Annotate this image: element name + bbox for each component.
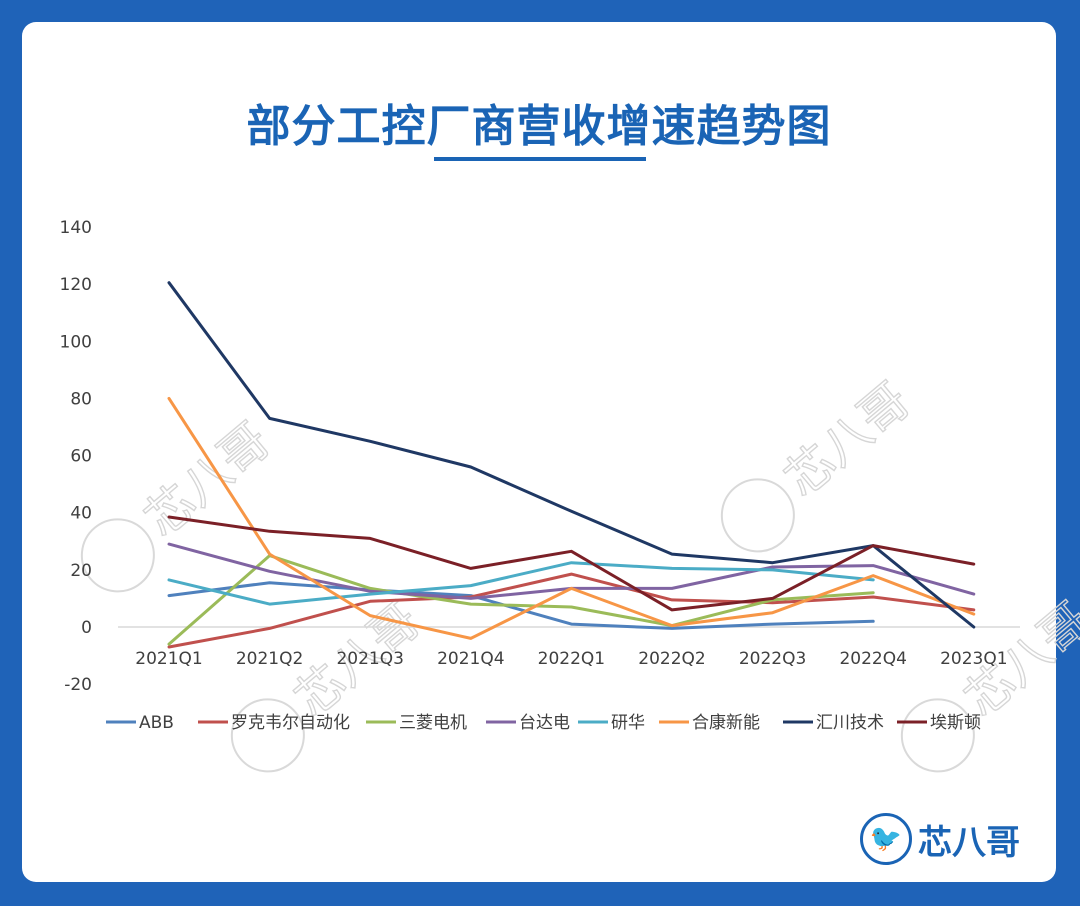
series-line — [167, 572, 976, 649]
bird-icon: 🐦 — [860, 813, 912, 865]
x-axis: 2021Q1 2021Q2 2021Q3 2021Q4 2022Q1 2022Q2 2022… — [135, 649, 1007, 669]
chart-card: 部分工控厂商营收增速趋势图 — [22, 22, 1056, 882]
x-tick-label: 2023Q1 — [940, 649, 1007, 669]
watermark: 芯八哥 — [720, 372, 921, 553]
title-underline — [434, 157, 646, 161]
y-tick-label: 80 — [70, 389, 92, 409]
legend-label: 罗克韦尔自动化 — [231, 713, 350, 733]
x-tick-label: 2022Q4 — [839, 649, 906, 669]
x-tick-label: 2022Q3 — [739, 649, 806, 669]
y-tick-label: 100 — [60, 332, 92, 352]
y-tick-label: 0 — [81, 618, 92, 638]
series-line — [167, 396, 976, 640]
y-tick-label: 120 — [60, 275, 92, 295]
y-tick-label: 20 — [70, 561, 92, 581]
legend-label: 研华 — [611, 713, 645, 733]
legend-label: 台达电 — [519, 713, 570, 733]
watermark: 芯八哥 — [230, 592, 431, 773]
y-tick-label: -20 — [64, 675, 92, 695]
series-line — [167, 515, 976, 612]
svg-text:芯八哥: 芯八哥 — [134, 412, 280, 547]
x-tick-label: 2021Q2 — [236, 649, 303, 669]
watermark: 芯八哥 — [900, 592, 1080, 773]
x-tick-label: 2021Q4 — [437, 649, 504, 669]
x-tick-label: 2022Q1 — [538, 649, 605, 669]
legend-label: 合康新能 — [692, 713, 760, 733]
series-line — [167, 281, 976, 629]
legend-label: 埃斯顿 — [930, 713, 981, 733]
series-line — [167, 581, 875, 630]
x-tick-label: 2021Q1 — [135, 649, 202, 669]
brand-logo: 🐦 芯八哥 — [860, 810, 1020, 868]
brand-name: 芯八哥 — [918, 822, 1020, 863]
y-axis: -20 0 20 40 60 80 100 120 140 — [60, 218, 92, 695]
legend-label: ABB — [139, 713, 174, 733]
x-tick-label: 2022Q2 — [638, 649, 705, 669]
y-tick-label: 40 — [70, 504, 92, 524]
y-tick-label: 140 — [60, 218, 92, 238]
watermark: 芯八哥 — [80, 412, 281, 593]
svg-text:芯八哥: 芯八哥 — [774, 372, 920, 507]
y-tick-label: 60 — [70, 447, 92, 467]
series-layer — [167, 281, 976, 649]
legend-label: 汇川技术 — [816, 713, 884, 733]
legend-label: 三菱电机 — [399, 713, 467, 733]
chart-title: 部分工控厂商营收增速趋势图 — [246, 101, 832, 152]
series-line — [167, 561, 875, 606]
series-line — [167, 554, 875, 646]
x-tick-label: 2021Q3 — [336, 649, 403, 669]
legend: ABB 罗克韦尔自动化 三菱电机 台达电 研华 合康新能 汇川技术 埃斯顿 — [106, 713, 981, 733]
